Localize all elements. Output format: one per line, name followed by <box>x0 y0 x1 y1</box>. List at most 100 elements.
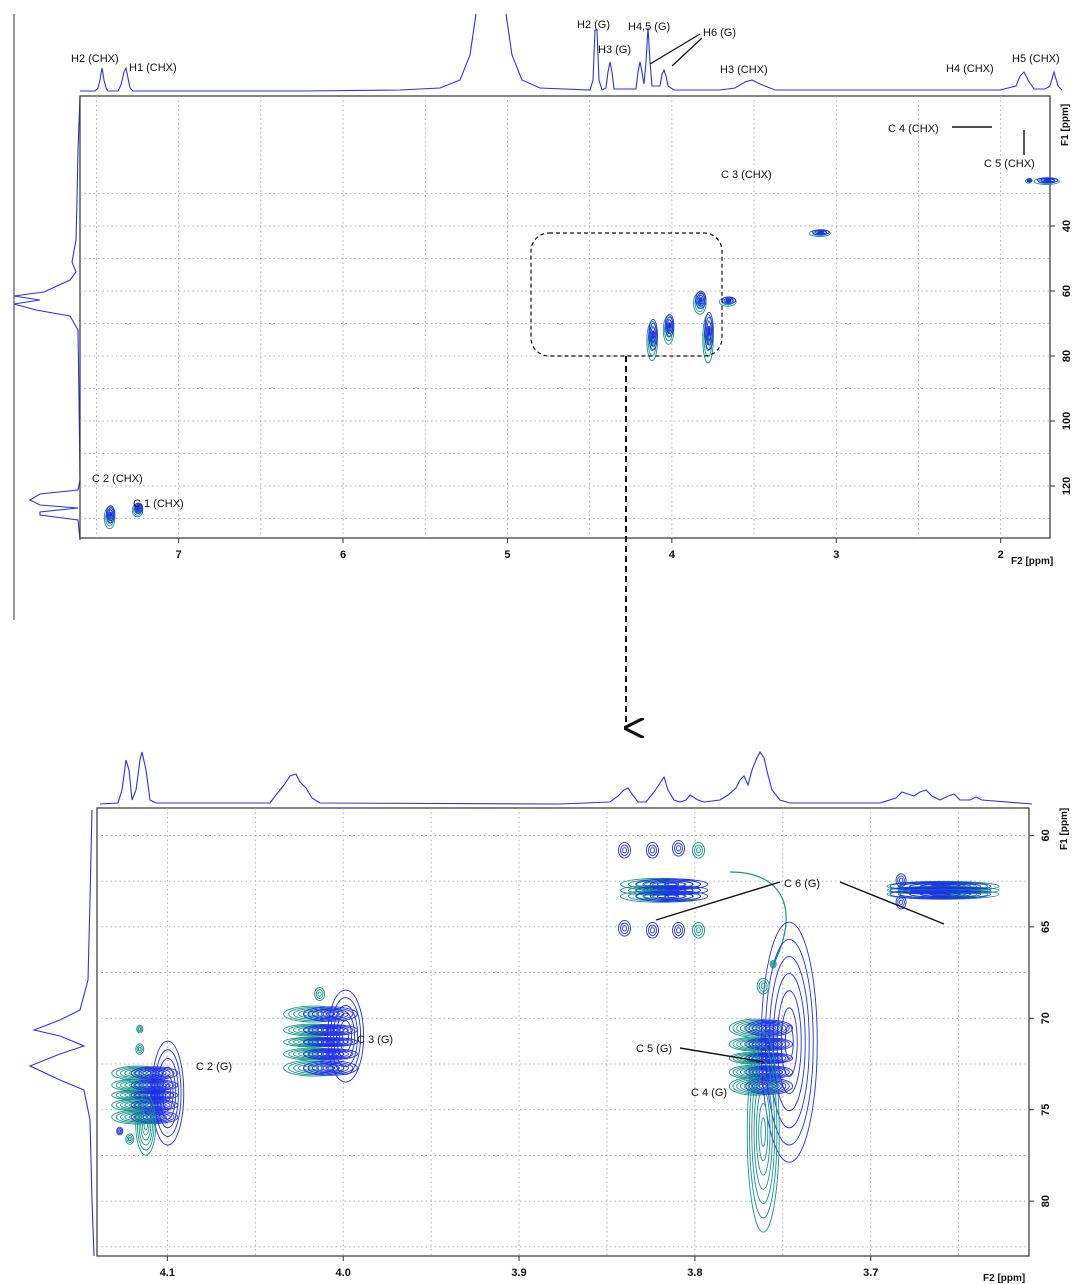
x-tick-label: 2 <box>998 549 1004 561</box>
contour-ring <box>752 1079 787 1093</box>
contour-ring <box>132 1071 143 1075</box>
contour-ring <box>311 1050 349 1059</box>
bottom-1d-proton-spectrum <box>99 750 1033 805</box>
contour-ring <box>760 921 818 1163</box>
contour-ring <box>159 1066 177 1120</box>
contour-ring <box>674 842 683 854</box>
label-c5-chx: C 5 (CHX) <box>984 158 1035 170</box>
contour-ring <box>648 318 658 351</box>
y-tick-label: 65 <box>1040 921 1052 933</box>
cross-peak <box>103 505 116 530</box>
cross-peak <box>718 296 737 307</box>
contour-ring <box>118 1129 122 1133</box>
contour-ring <box>135 505 142 512</box>
contour-ring <box>758 980 768 992</box>
contour-ring <box>651 330 655 339</box>
contour-ring <box>656 893 687 899</box>
top-ylabel: F1 [ppm] <box>1060 104 1071 146</box>
h6-leader-2 <box>671 37 703 67</box>
contour-ring <box>136 1024 144 1034</box>
y-tick-label: 60 <box>1040 829 1052 841</box>
contour-ring <box>753 1074 773 1190</box>
contour-ring <box>723 297 734 304</box>
contour-ring <box>1026 178 1033 183</box>
bottom-1d-carbon-spectrum <box>28 809 95 1257</box>
contour-ring <box>288 1048 340 1060</box>
contour-ring <box>696 292 706 307</box>
contour-ring <box>694 924 703 936</box>
contour-ring <box>780 1007 798 1077</box>
contour-ring <box>769 959 777 969</box>
contour-ring <box>649 322 657 347</box>
contour-ring <box>743 1040 767 1048</box>
contour-ring <box>694 844 703 856</box>
contour-ring <box>664 313 675 337</box>
contour-ring <box>648 844 657 856</box>
label-c2-g: C 2 (G) <box>196 1061 232 1073</box>
contour-ring <box>886 888 1000 900</box>
label-h1-chx: H1 (CHX) <box>129 62 177 74</box>
contour-ring <box>749 1046 778 1219</box>
contour-ring <box>705 316 713 346</box>
contour-ring <box>814 230 827 235</box>
contour-ring <box>342 1027 350 1045</box>
contour-ring <box>136 1099 155 1151</box>
contour-ring <box>153 1049 182 1137</box>
contour-ring <box>746 1031 780 1233</box>
contour-ring <box>909 891 971 898</box>
contour-ring <box>755 1068 784 1077</box>
contour-ring <box>889 886 992 895</box>
contour-ring <box>150 1115 159 1119</box>
contour-ring <box>618 842 631 859</box>
contour-ring <box>333 1004 359 1068</box>
contour-ring <box>137 1046 142 1052</box>
contour-ring <box>1037 177 1059 184</box>
contour-ring <box>642 891 701 902</box>
contour-ring <box>164 1083 171 1103</box>
contour-ring <box>692 922 705 939</box>
contour-ring <box>117 1128 123 1135</box>
contour-ring <box>667 319 673 332</box>
contour-ring <box>127 1136 132 1142</box>
contour-ring <box>760 1117 766 1147</box>
contour-ring <box>150 1071 159 1075</box>
contour-ring <box>161 1075 174 1111</box>
contour-ring <box>108 509 114 519</box>
contour-ring <box>760 983 766 990</box>
label-c3-g: C 3 (G) <box>357 1034 393 1046</box>
y-tick-label: 80 <box>1040 1195 1052 1207</box>
contour-ring <box>898 899 904 905</box>
contour-ring <box>674 924 683 936</box>
contour-ring <box>620 844 629 856</box>
contour-ring <box>622 847 627 854</box>
contour-ring <box>132 1093 143 1097</box>
top-cross-peaks <box>103 177 1060 530</box>
contour-ring <box>648 924 657 936</box>
bottom-ticks: 4.1 4.0 3.9 3.8 3.7 60 65 70 75 80 <box>160 829 1052 1279</box>
top-panel: 7 6 5 4 3 2 40 60 80 100 120 H2 (CHX) H1 (CHX) H2 … <box>13 13 1073 620</box>
x-tick-label: 3.9 <box>511 1267 526 1279</box>
contour-ring <box>895 873 907 888</box>
y-tick-label: 80 <box>1061 350 1073 362</box>
y-tick-label: 40 <box>1061 220 1073 232</box>
contour-ring <box>307 1007 354 1021</box>
contour-ring <box>817 230 825 234</box>
x-tick-label: 4.1 <box>160 1267 175 1279</box>
contour-ring <box>288 1006 340 1022</box>
left-1d-carbon-spectrum <box>13 95 81 541</box>
label-h5-chx: H5 (CHX) <box>1012 53 1060 65</box>
contour-ring <box>664 894 680 898</box>
cross-peak <box>693 290 707 315</box>
cross-peak <box>662 313 675 345</box>
contour-ring <box>635 890 709 903</box>
cross-peak <box>283 987 365 1083</box>
contour-ring <box>126 1135 133 1144</box>
contour-ring <box>726 298 732 302</box>
contour-ring <box>132 1083 143 1087</box>
x-tick-label: 4.0 <box>336 1267 351 1279</box>
contour-ring <box>692 842 705 859</box>
contour-ring <box>156 1057 179 1129</box>
y-tick-label: 75 <box>1040 1104 1052 1116</box>
contour-ring <box>650 326 656 343</box>
y-tick-label: 100 <box>1061 412 1073 430</box>
